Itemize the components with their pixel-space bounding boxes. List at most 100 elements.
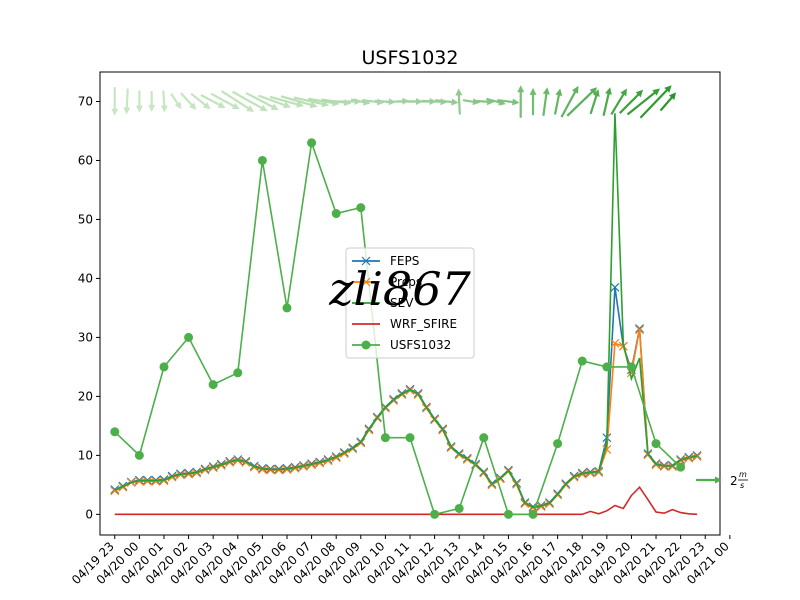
wind-arrow-head [517,85,525,93]
wind-arrow-shaft [293,96,326,106]
data-point [479,433,489,443]
legend-item-sev: SEV [352,296,414,310]
data-point [610,282,620,292]
wind-arrow-shaft [125,88,129,111]
wind-arrow-shaft [566,89,596,117]
wind-arrow-head [652,88,660,96]
wind-arrow-shaft [231,90,265,111]
wind-arrow [659,92,677,112]
wind-arrow [258,94,291,109]
wind-arrow [190,92,211,110]
wind-key-arrow [696,476,722,484]
wind-arrow-head [715,476,722,484]
wind-arrow-shaft [639,87,670,119]
y-tick-label: 30 [78,330,93,344]
data-point [380,433,390,443]
wind-arrow-shaft [280,95,314,107]
data-point [430,509,440,519]
y-tick-label: 70 [78,94,93,108]
wind-arrow [435,98,459,106]
wind-arrow-head [231,102,240,110]
legend: FEPS Prcps SEV WRF_SFIRE USFS1032 [345,247,475,359]
data-point [405,433,415,443]
wind-arrow [148,91,156,112]
wind-arrow [542,87,550,116]
wind-reference-key: 2 ms [696,470,748,490]
wind-arrow-shaft [497,99,516,104]
legend-marker [361,256,371,266]
wind-arrow [589,89,600,115]
wind-arrow-shaft [542,91,548,116]
data-point [307,138,317,148]
wind-arrow-head [259,104,268,112]
y-tick-label: 10 [78,448,93,462]
wind-arrow [602,87,612,117]
wind-arrow [280,95,318,109]
wind-arrow [529,87,537,116]
wind-arrow-head [189,102,197,110]
data-point [651,439,661,449]
wind-arrow-head [620,88,627,97]
wind-arrow-head [270,103,279,110]
series-line [114,485,698,516]
wind-arrow-head [283,101,291,109]
wind-arrow [497,98,520,106]
wind-arrow-head [605,87,612,95]
data-point [635,324,644,333]
wind-arrow-shaft [179,92,195,108]
wind-arrow-head [148,104,156,112]
data-point [692,450,702,460]
wind-arrow-head [668,92,677,100]
wind-arrow [639,85,672,119]
data-point [110,486,120,496]
wind-arrow-head [217,101,226,108]
wind-arrow-shaft [560,88,578,118]
wind-arrow-shaft [308,97,336,105]
wind-arrow-shaft [200,94,223,108]
data-point [577,356,587,366]
wind-arrow [160,90,168,113]
wind-arrow-shaft [210,92,237,109]
wind-arrow [231,90,268,112]
data-point [134,450,144,460]
wind-arrow-head [123,107,131,115]
data-point [257,155,267,165]
wind-arrow-head [174,101,182,110]
wind-key-label: 2 [730,474,738,488]
wind-arrow [517,85,525,118]
wind-arrow [135,90,143,113]
wind-arrow-shaft [435,99,455,104]
wind-arrow-shaft [457,92,461,115]
wind-arrow-shaft [162,90,166,109]
series-sev [114,113,698,509]
data-point [553,439,563,449]
wind-arrow [610,88,627,116]
series-wrf_sfire [114,485,698,516]
legend-label: SEV [390,296,414,310]
wind-arrow-head [571,85,579,94]
legend-item-wrf_sfire: WRF_SFIRE [352,317,457,331]
wind-arrow [210,92,240,110]
legend-label: USFS1032 [390,338,451,352]
wind-arrow-head [512,98,520,106]
wind-arrow [618,89,644,114]
wind-arrow-shaft [602,90,611,117]
wind-arrow-shaft [618,91,642,114]
data-point [528,509,538,519]
legend-label: WRF_SFIRE [390,317,457,331]
wind-arrow-head [309,101,318,109]
wind-arrow-head [451,98,459,106]
wind-arrow [170,93,182,110]
data-point [331,209,341,219]
wind-arrow-head [664,85,672,93]
wind-arrow-shaft [659,94,675,112]
wind-arrow [123,88,131,115]
wind-arrow-head [135,105,143,113]
wind-arrow [245,92,279,110]
y-tick-label: 40 [78,271,93,285]
wind-arrow [553,88,563,115]
legend-item-prcps: Prcps [352,275,422,289]
wind-arrow-shaft [220,90,252,111]
y-tick-label: 60 [78,153,93,167]
